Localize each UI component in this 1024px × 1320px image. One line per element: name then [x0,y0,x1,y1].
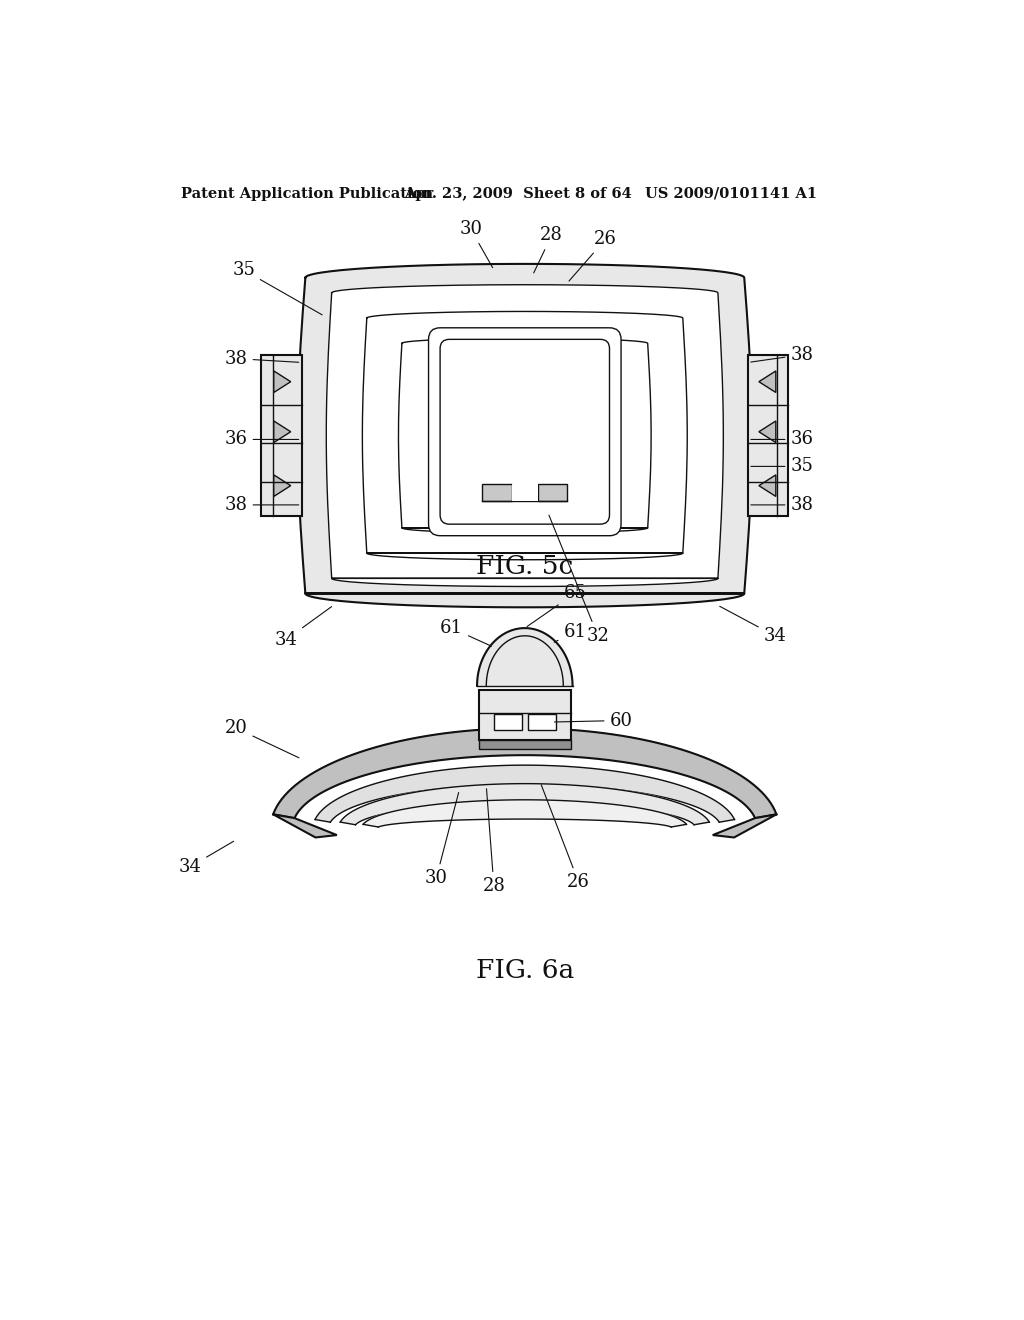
Polygon shape [273,371,291,392]
Text: 61: 61 [440,619,492,647]
Text: 35: 35 [751,458,813,475]
Polygon shape [759,371,776,392]
Polygon shape [477,628,572,686]
Text: 26: 26 [569,230,617,281]
Bar [528,714,556,730]
Text: 34: 34 [274,607,332,648]
Polygon shape [327,285,723,586]
Polygon shape [298,264,752,607]
Polygon shape [273,475,291,496]
Text: 36: 36 [751,430,813,449]
Polygon shape [713,814,776,837]
Polygon shape [340,784,710,825]
Bar [494,714,521,730]
Text: 34: 34 [178,841,233,875]
Text: US 2009/0101141 A1: US 2009/0101141 A1 [645,187,817,201]
Text: 30: 30 [425,792,459,887]
Bar [478,689,571,739]
Polygon shape [398,338,651,533]
Text: FIG. 6a: FIG. 6a [476,958,573,983]
Text: 60: 60 [555,711,633,730]
Text: 65: 65 [527,585,586,627]
Bar [482,484,512,502]
Polygon shape [362,312,687,560]
Polygon shape [759,475,776,496]
FancyBboxPatch shape [440,339,609,524]
Polygon shape [273,421,291,442]
Text: 32: 32 [549,515,609,644]
FancyBboxPatch shape [429,327,621,536]
Text: 28: 28 [534,227,563,273]
Bar [749,355,788,516]
Text: Apr. 23, 2009  Sheet 8 of 64: Apr. 23, 2009 Sheet 8 of 64 [403,187,632,201]
Polygon shape [273,814,337,837]
Text: 34: 34 [720,606,786,644]
Bar [261,355,301,516]
Text: 28: 28 [482,789,505,895]
Text: 35: 35 [232,261,323,315]
Polygon shape [364,800,686,828]
Polygon shape [273,729,776,818]
Text: 30: 30 [460,220,493,268]
Text: 38: 38 [751,346,813,364]
Text: 26: 26 [542,784,590,891]
Bar [512,484,538,502]
Text: 20: 20 [224,719,299,758]
Text: 38: 38 [224,496,299,513]
Text: 61: 61 [554,623,587,643]
Text: 36: 36 [224,430,299,449]
Polygon shape [315,766,734,822]
Text: FIG. 5c: FIG. 5c [476,554,573,579]
Text: 38: 38 [224,350,299,367]
Bar [478,739,571,748]
Text: 38: 38 [751,496,813,513]
Polygon shape [759,421,776,442]
Bar [538,484,567,502]
Text: Patent Application Publication: Patent Application Publication [180,187,432,201]
